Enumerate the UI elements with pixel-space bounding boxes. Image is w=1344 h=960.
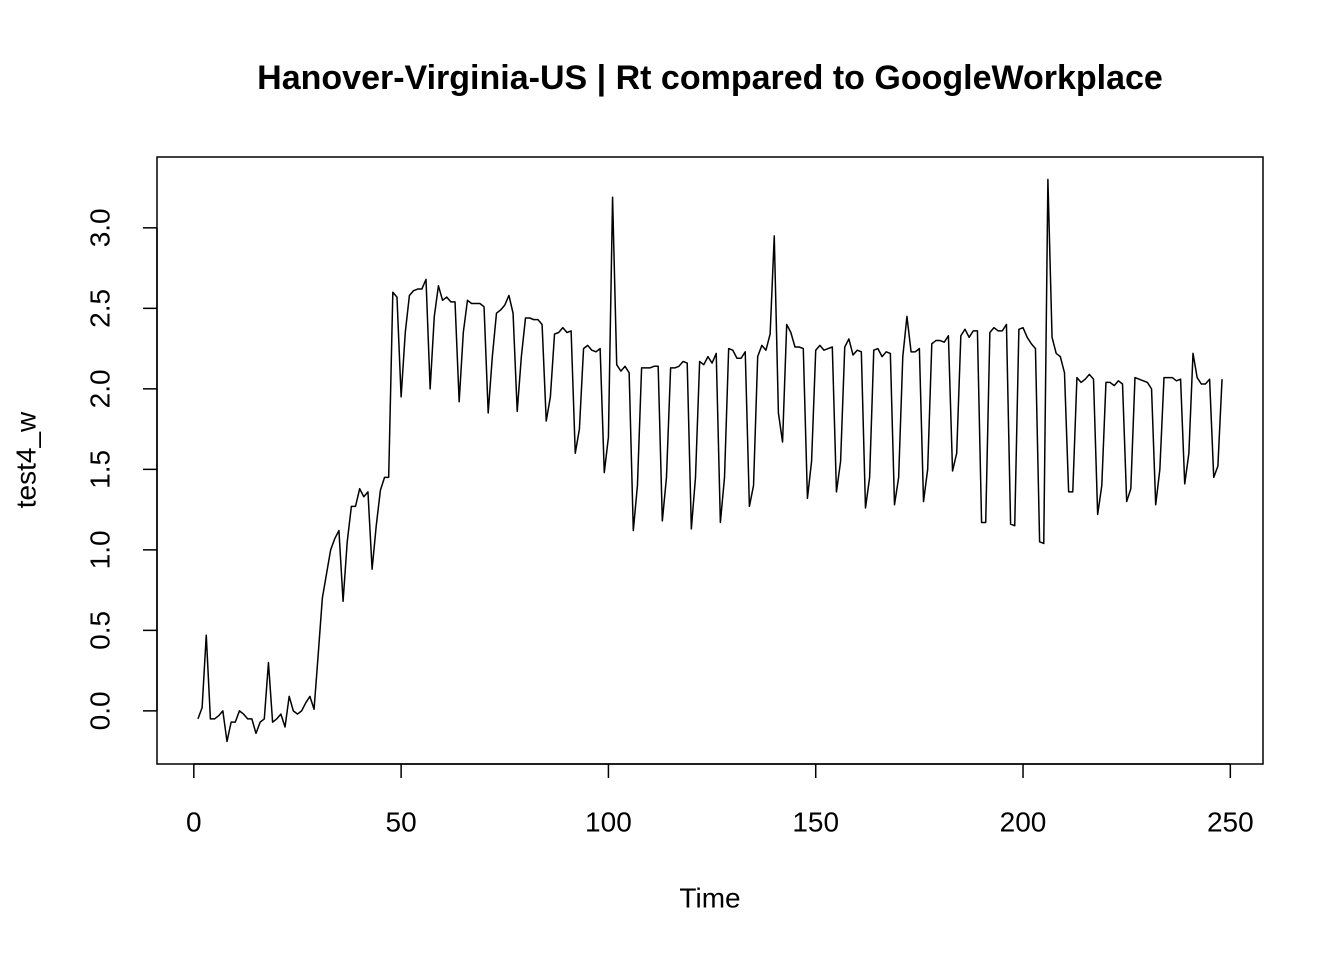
data-line <box>197 178 1223 743</box>
y-tick-label: 0.5 <box>84 611 115 650</box>
y-axis-label: test4_w <box>10 411 41 508</box>
y-tick-label: 2.5 <box>84 289 115 328</box>
x-tick-label: 150 <box>792 806 839 837</box>
x-tick-label: 100 <box>585 806 632 837</box>
chart-title: Hanover-Virginia-US | Rt compared to Goo… <box>257 59 1163 97</box>
y-tick-label: 1.5 <box>84 450 115 489</box>
x-tick-label: 0 <box>186 806 202 837</box>
y-tick-label: 1.0 <box>84 530 115 569</box>
x-tick-label: 250 <box>1207 806 1254 837</box>
x-tick-label: 50 <box>386 806 417 837</box>
y-tick-label: 3.0 <box>84 208 115 247</box>
x-axis-label: Time <box>679 882 740 913</box>
y-tick-label: 0.0 <box>84 691 115 730</box>
y-tick-label: 2.0 <box>84 369 115 408</box>
x-tick-label: 200 <box>1000 806 1047 837</box>
